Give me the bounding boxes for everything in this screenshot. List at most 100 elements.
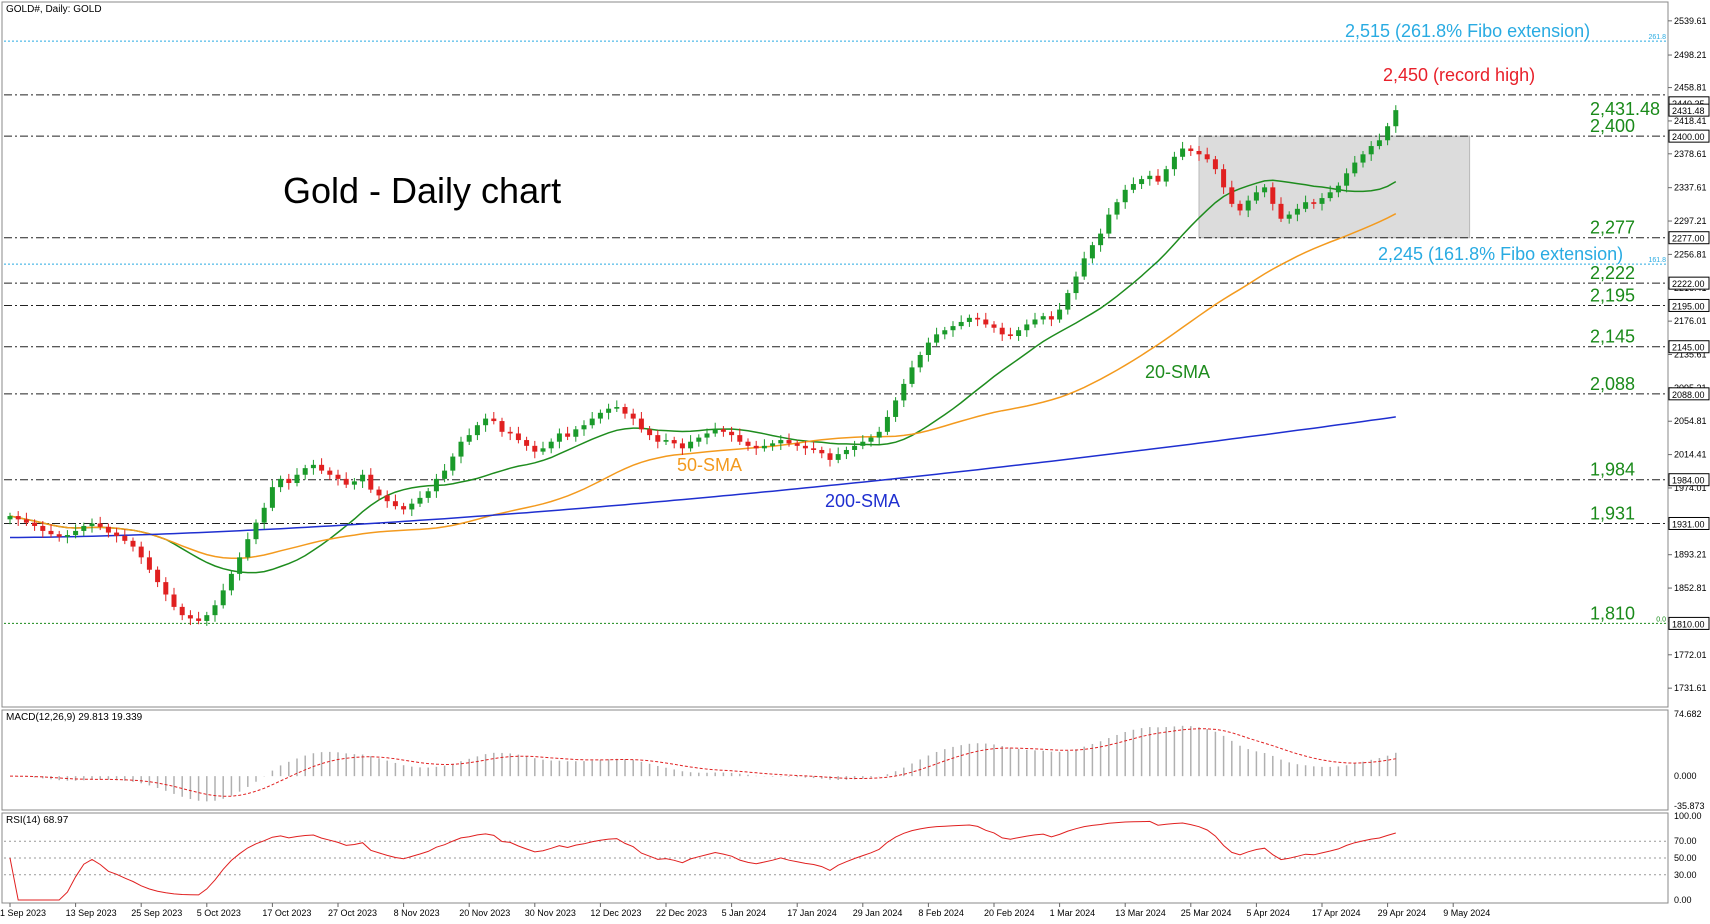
rsi-tick-label: 50.00 xyxy=(1674,853,1697,863)
level-label: 2,277 xyxy=(1590,218,1635,238)
date-tick-label: 8 Feb 2024 xyxy=(918,908,964,918)
candle-body xyxy=(7,516,13,520)
candle-body xyxy=(761,445,767,449)
date-tick-label: 1 Mar 2024 xyxy=(1050,908,1096,918)
candle-body xyxy=(1114,202,1120,215)
candle-body xyxy=(1212,159,1218,170)
candle-body xyxy=(458,441,464,457)
sma50-label: 50-SMA xyxy=(677,455,742,475)
price-tick-label: 2378.61 xyxy=(1674,149,1707,159)
candle-body xyxy=(89,523,95,526)
level-label: 2,145 xyxy=(1590,327,1635,347)
price-tick-label: 2458.81 xyxy=(1674,83,1707,93)
candle-body xyxy=(925,342,931,355)
candle-body xyxy=(384,495,390,502)
candle-body xyxy=(860,441,866,446)
candle-body xyxy=(1196,151,1202,155)
price-tag-box xyxy=(1668,616,1710,630)
candle-body xyxy=(597,412,603,419)
candle-body xyxy=(532,445,538,452)
price-tick-label: 1893.21 xyxy=(1674,550,1707,560)
price-tick-label: 1772.01 xyxy=(1674,650,1707,660)
rsi-line xyxy=(9,820,1396,901)
price-tick-label: 2256.81 xyxy=(1674,249,1707,259)
candle-body xyxy=(15,516,21,520)
candle-body xyxy=(720,429,726,432)
candle-body xyxy=(688,441,694,449)
candle-body xyxy=(401,506,407,510)
candle-body xyxy=(1270,187,1276,204)
price-tick-label: 2176.01 xyxy=(1674,316,1707,326)
candle-body xyxy=(802,445,808,449)
date-tick-label: 5 Oct 2023 xyxy=(197,908,241,918)
candle-body xyxy=(679,443,685,449)
candle-body xyxy=(901,383,907,401)
candle-body xyxy=(269,487,275,508)
candle-body xyxy=(212,605,218,616)
candle-body xyxy=(1237,203,1243,211)
price-tag-box xyxy=(1668,473,1710,487)
candle-body xyxy=(81,525,87,531)
candle-body xyxy=(1352,162,1358,174)
price-tag-label: 1931.00 xyxy=(1672,519,1705,529)
candle-body xyxy=(368,474,374,490)
level-label: 2,515 (261.8% Fibo extension) xyxy=(1345,21,1590,41)
candle-body xyxy=(327,470,333,475)
candle-body xyxy=(351,481,357,485)
price-tag-box xyxy=(1668,129,1710,143)
candle-body xyxy=(64,535,70,537)
level-label: 2,400 xyxy=(1590,116,1635,136)
date-tick-label: 5 Apr 2024 xyxy=(1246,908,1290,918)
candle-body xyxy=(442,470,448,479)
level-label: 2,245 (161.8% Fibo extension) xyxy=(1378,244,1623,264)
price-tick-label: 2498.21 xyxy=(1674,50,1707,60)
candle-body xyxy=(171,594,177,607)
macd-tick-label: -35.873 xyxy=(1674,801,1705,811)
date-tick-label: 22 Dec 2023 xyxy=(656,908,707,918)
candle-body xyxy=(278,478,284,488)
candle-body xyxy=(811,448,817,450)
candle-body xyxy=(228,573,234,591)
candle-body xyxy=(392,501,398,507)
candle-body xyxy=(1262,187,1268,193)
price-tag-box xyxy=(1668,516,1710,530)
candle-body xyxy=(155,569,161,583)
candle-body xyxy=(1007,334,1013,337)
candle-body xyxy=(1393,110,1399,127)
candle-body xyxy=(704,433,710,438)
candle-body xyxy=(622,407,628,414)
candle-body xyxy=(966,317,972,322)
candle-body xyxy=(794,443,800,446)
candle-body xyxy=(1188,148,1194,152)
candle-body xyxy=(417,497,423,504)
price-tag-label: 1810.00 xyxy=(1672,619,1705,629)
rsi-panel-frame xyxy=(1,812,1669,904)
candle-body xyxy=(376,489,382,496)
candle-body xyxy=(835,454,841,460)
candle-body xyxy=(130,540,136,547)
candle-body xyxy=(286,478,292,484)
candle-body xyxy=(335,474,341,479)
candle-body xyxy=(589,418,595,426)
fibo-tag-label: 0.0 xyxy=(1656,616,1666,623)
level-label: 2,450 (record high) xyxy=(1383,65,1535,85)
date-tick-label: 13 Mar 2024 xyxy=(1115,908,1166,918)
candle-body xyxy=(163,582,169,595)
price-tag-label: 2222.00 xyxy=(1672,279,1705,289)
candle-body xyxy=(1253,192,1259,201)
price-tick-label: 2539.61 xyxy=(1674,16,1707,26)
candle-body xyxy=(1089,245,1095,259)
candle-body xyxy=(638,418,644,430)
candle-body xyxy=(1016,330,1022,337)
date-tick-label: 17 Apr 2024 xyxy=(1312,908,1361,918)
candle-body xyxy=(1327,192,1333,199)
candle-body xyxy=(360,474,366,482)
consolidation-range-box xyxy=(1198,135,1471,239)
price-tick-label: 2135.61 xyxy=(1674,349,1707,359)
candle-body xyxy=(1204,154,1210,160)
price-tag-label: 2277.00 xyxy=(1672,234,1705,244)
fibo-tag-label: 261.8 xyxy=(1648,34,1666,41)
candle-body xyxy=(1155,175,1161,182)
